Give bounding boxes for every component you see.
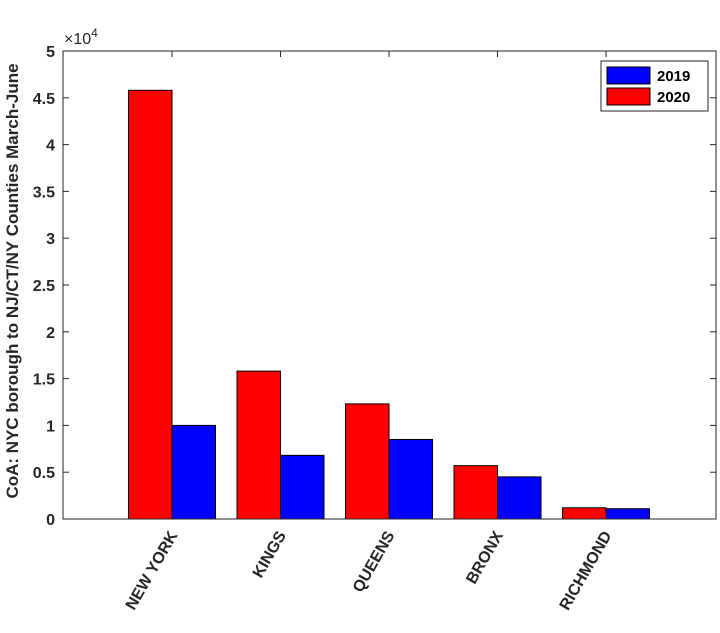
y-tick-label: 5 [46, 44, 55, 61]
x-ticks-group: NEW YORK KINGS QUEENS BRONX RICHMOND [123, 51, 616, 614]
bar-2019-bronx [497, 476, 542, 520]
y-tick-label: 3.5 [33, 184, 55, 201]
y-exponent-label: ×104 [64, 26, 98, 48]
x-category-label: RICHMOND [557, 529, 616, 614]
legend-label-2019: 2019 [657, 68, 690, 85]
y-tick-label: 4.5 [33, 91, 55, 108]
legend: 2019 2020 [600, 60, 709, 112]
bar-2019-new-york [171, 424, 216, 520]
bar-2020-kings [236, 370, 281, 520]
x-category-label: NEW YORK [123, 528, 182, 613]
bar-2019-kings [280, 454, 325, 520]
bar-2020-bronx [453, 465, 498, 520]
y-axis-label: CoA: NYC borough to NJ/CT/NY Counties Ma… [3, 63, 22, 498]
x-category-label: QUEENS [350, 528, 399, 595]
y-exponent-base: ×10 [64, 31, 91, 48]
bar-2019-richmond [605, 508, 650, 520]
y-tick-label: 4 [46, 138, 55, 155]
legend-swatch-2020 [606, 87, 651, 106]
y-tick-label: 0 [46, 512, 55, 529]
bars-group [128, 89, 650, 520]
bar-2020-new-york [128, 89, 173, 520]
y-exponent-power: 4 [91, 26, 98, 40]
legend-swatch-2019 [606, 66, 651, 85]
bar-2020-richmond [562, 507, 607, 520]
y-ticks-group: 0 0.5 1 1.5 2 2.5 3 3.5 4 4.5 5 [33, 44, 716, 529]
legend-label-2020: 2020 [657, 89, 690, 106]
x-category-label: KINGS [250, 528, 290, 581]
y-tick-label: 2 [46, 325, 55, 342]
y-tick-label: 3 [46, 231, 55, 248]
bar-2020-queens [345, 403, 390, 520]
y-tick-label: 1.5 [33, 372, 55, 389]
y-tick-label: 0.5 [33, 465, 55, 482]
y-tick-label: 1 [46, 418, 55, 435]
x-category-label: BRONX [463, 528, 507, 587]
y-tick-label: 2.5 [33, 278, 55, 295]
bar-2019-queens [388, 438, 433, 520]
